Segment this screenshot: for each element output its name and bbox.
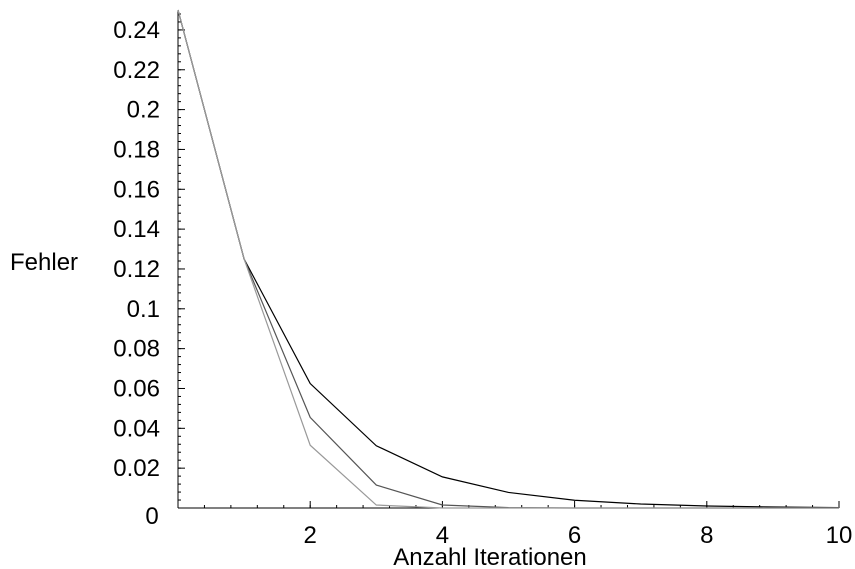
series-line-1 [177,9,840,509]
y-axis-minor-ticks [178,13,840,508]
y-tick-label: 0.2 [127,97,160,124]
axis-major-ticks [178,29,840,508]
y-tick-label: 0.24 [113,17,160,44]
y-tick-label: 0.16 [113,176,160,203]
x-tick-labels: 0 2 4 6 8 10 [145,503,852,549]
y-tick-label: 0.14 [113,216,160,243]
x-tick-label: 10 [826,522,853,549]
x-tick-label: 4 [436,522,449,549]
x-tick-label: 8 [700,522,713,549]
y-tick-label: 0.18 [113,136,160,163]
x-tick-label: 2 [304,522,317,549]
series-layer [177,9,840,509]
y-tick-label: 0.12 [113,256,160,283]
y-tick-label: 0.22 [113,57,160,84]
x-tick-label: 6 [568,522,581,549]
y-tick-label: 0.08 [113,336,160,363]
series-line-3 [177,9,839,509]
y-tick-label: 0.04 [113,415,160,442]
x-axis-label: Anzahl Iterationen [393,544,586,569]
y-tick-label: 0.1 [127,296,160,323]
y-tick-label: 0.02 [113,455,160,482]
y-axis-label: Fehler [10,249,78,276]
y-tick-labels: 0.02 0.04 0.06 0.08 0.1 0.12 0.14 0.16 0.18 0.2 0.… [113,17,160,482]
series-line-2 [177,9,839,509]
x-tick-label: 0 [145,503,158,530]
y-tick-label: 0.06 [113,375,160,402]
